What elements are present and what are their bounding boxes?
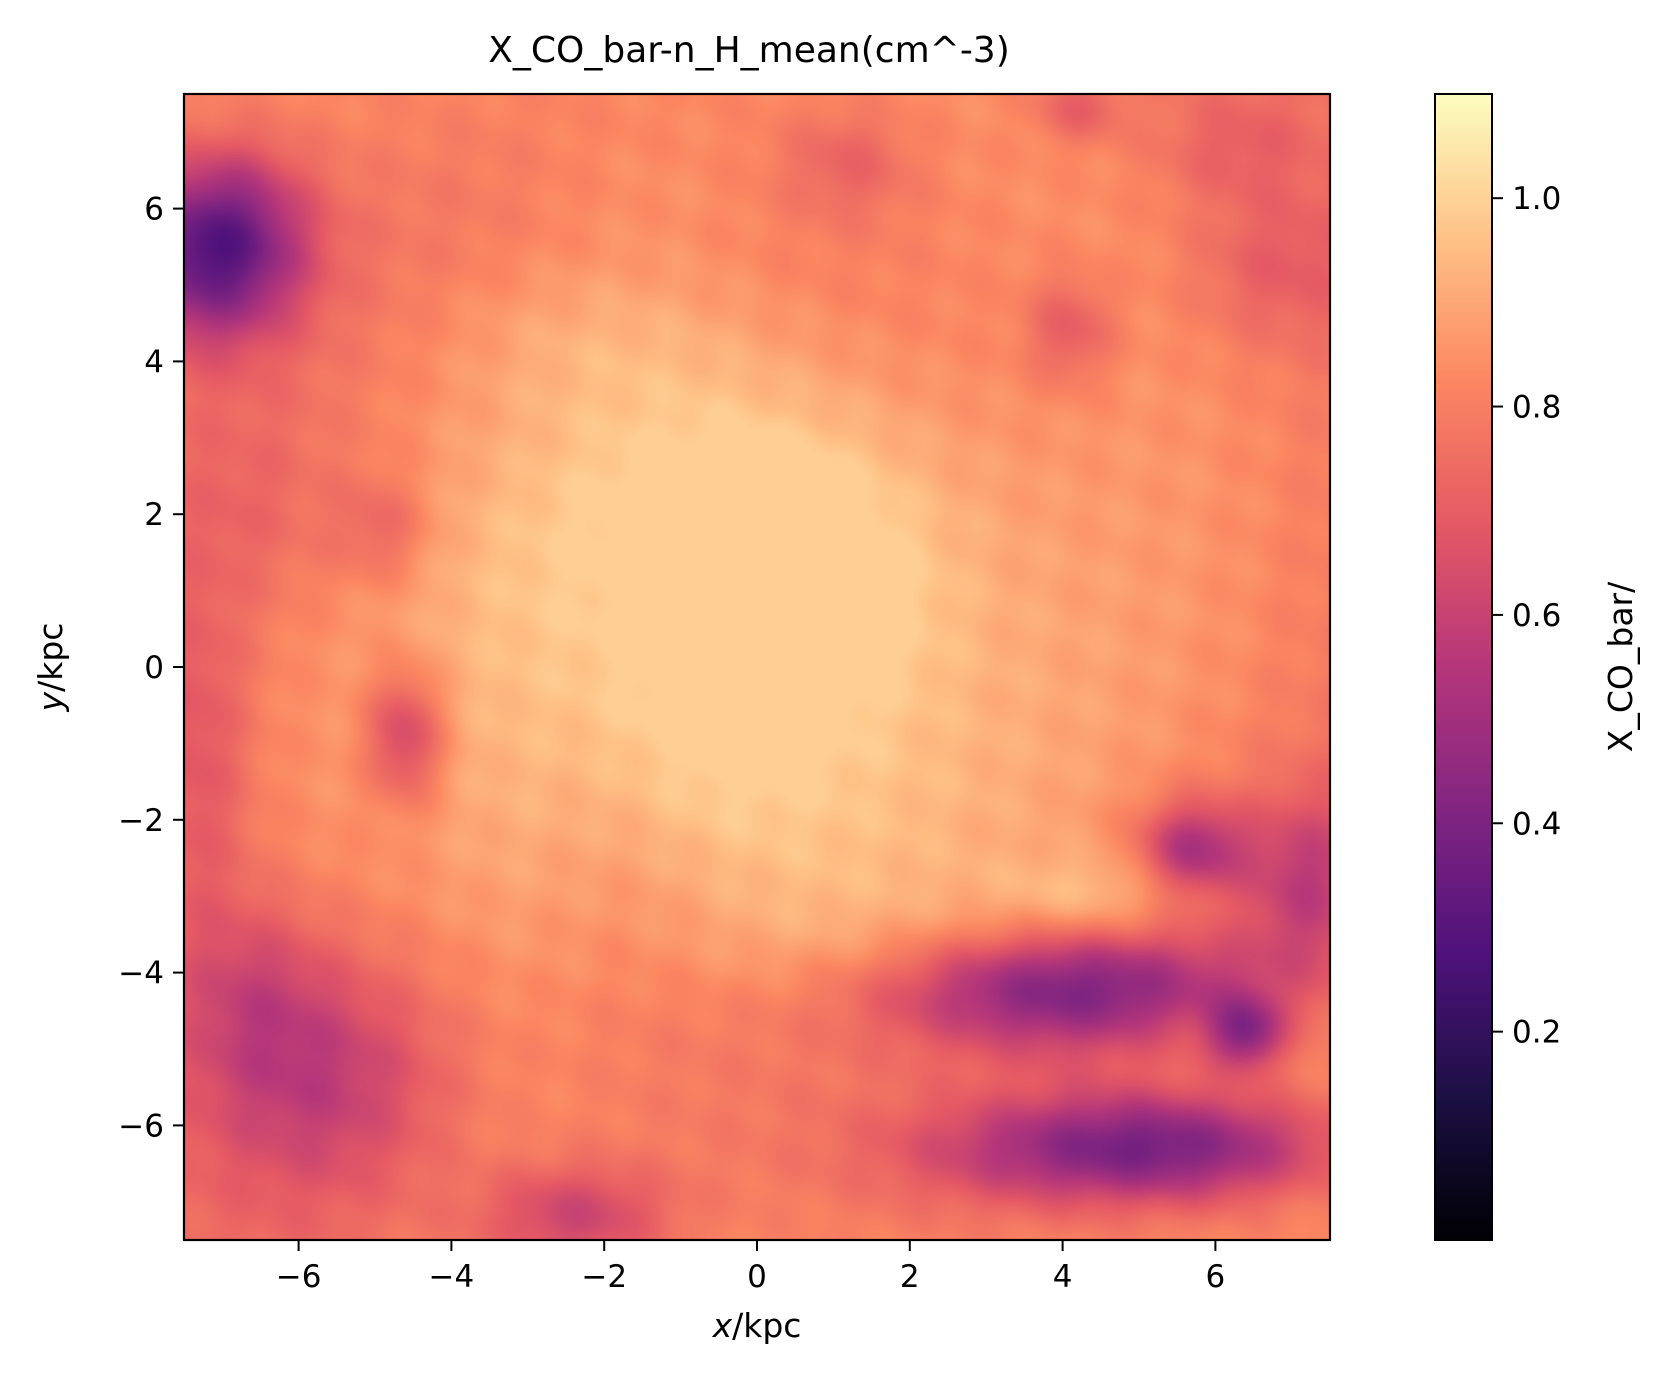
y-tick-label: 2	[144, 497, 164, 533]
x-tick-label: 0	[747, 1259, 767, 1295]
colorbar-tick-label: 0.2	[1512, 1015, 1561, 1051]
colorbar-tick-label: 1.0	[1512, 181, 1561, 217]
colorbar-ticks: 0.2 0.4 0.6 0.8 1.0	[1492, 181, 1561, 1051]
x-tick-label: −2	[581, 1259, 627, 1295]
y-tick-label: 6	[144, 192, 164, 228]
y-axis-label: y/kpc	[31, 623, 70, 713]
x-axis-label: x/kpc	[712, 1306, 802, 1345]
x-tick-label: 2	[900, 1259, 920, 1295]
x-tick-label: −6	[276, 1259, 322, 1295]
y-tick-label: 0	[144, 650, 164, 686]
x-tick-label: −4	[429, 1259, 475, 1295]
x-tick-label: 4	[1053, 1259, 1073, 1295]
chart-title: X_CO_bar-n_H_mean(cm^-3)	[488, 30, 1010, 71]
colorbar-tick-label: 0.6	[1512, 598, 1561, 634]
y-tick-label: −2	[118, 803, 164, 839]
x-axis-ticks: −6 −4 −2 0 2 4 6	[276, 1240, 1226, 1295]
heatmap-area	[184, 94, 1330, 1240]
x-tick-label: 6	[1206, 1259, 1226, 1295]
y-tick-label: −4	[118, 956, 164, 992]
colorbar-tick-label: 0.8	[1512, 390, 1561, 426]
y-tick-label: −6	[118, 1108, 164, 1144]
y-tick-label: 4	[144, 344, 164, 380]
colorbar-tick-label: 0.4	[1512, 806, 1561, 842]
colorbar	[1434, 93, 1493, 1241]
heatmap-image	[184, 94, 1330, 1240]
colorbar-label: X_CO_bar/	[1601, 581, 1640, 752]
y-axis-ticks: −6 −4 −2 0 2 4 6	[118, 192, 184, 1144]
